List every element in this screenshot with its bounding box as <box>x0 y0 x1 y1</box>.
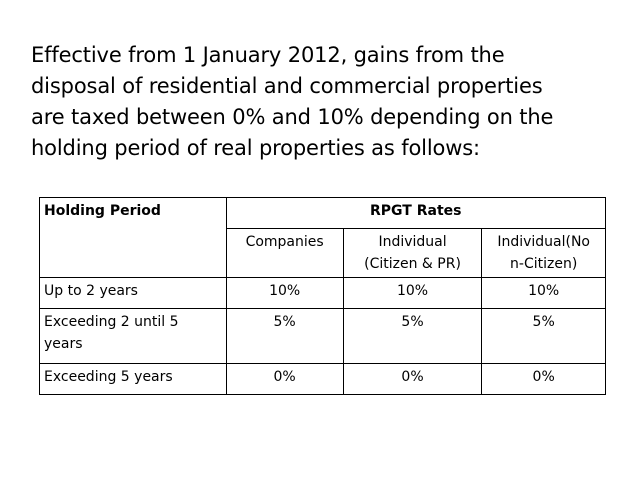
non-citizen-rate-cell: 10% <box>481 277 606 309</box>
companies-rate-cell: 5% <box>225 308 344 364</box>
intro-line: holding period of real properties as fol… <box>31 136 480 160</box>
non-citizen-rate-cell: 5% <box>481 308 606 364</box>
table-header-row: Holding Period RPGT Rates <box>39 197 607 278</box>
individual-non-citizen-header: Individual(No n-Citizen) <box>481 228 606 278</box>
intro-paragraph: Effective from 1 January 2012, gains fro… <box>31 40 631 164</box>
individual-header-line: Individual <box>378 234 447 250</box>
holding-period-header: Holding Period <box>39 197 227 278</box>
rpgt-rates-header: RPGT Rates <box>225 197 607 229</box>
individual-citizen-header: Individual (Citizen & PR) <box>342 228 483 278</box>
individual-header-line: (Citizen & PR) <box>364 256 461 272</box>
holding-period-cell: Exceeding 5 years <box>39 363 227 395</box>
companies-rate-cell: 10% <box>225 277 344 309</box>
holding-period-line: years <box>44 336 83 352</box>
non-citizen-rate-cell: 0% <box>481 363 606 395</box>
holding-period-line: Exceeding 2 until 5 <box>44 314 179 330</box>
non-citizen-header-line: Individual(No <box>497 234 590 250</box>
holding-period-cell: Up to 2 years <box>39 277 227 309</box>
companies-header: Companies <box>225 228 344 278</box>
individual-rate-cell: 0% <box>342 363 483 395</box>
table-row: Exceeding 5 years 0% 0% 0% <box>39 363 606 395</box>
intro-line: are taxed between 0% and 10% depending o… <box>31 105 554 129</box>
intro-line: Effective from 1 January 2012, gains fro… <box>31 43 505 67</box>
companies-rate-cell: 0% <box>225 363 344 395</box>
holding-period-cell: Exceeding 2 until 5 years <box>39 308 227 364</box>
rpgt-rates-table: Holding Period RPGT Rates Companies Indi… <box>39 197 607 395</box>
table-row: Up to 2 years 10% 10% 10% <box>39 277 606 309</box>
individual-rate-cell: 10% <box>342 277 483 309</box>
table-subheader-row: Companies Individual (Citizen & PR) Indi… <box>40 228 606 278</box>
intro-line: disposal of residential and commercial p… <box>31 74 543 98</box>
companies-header-label: Companies <box>245 234 324 250</box>
non-citizen-header-line: n-Citizen) <box>510 256 578 272</box>
individual-rate-cell: 5% <box>342 308 483 364</box>
table-row: Exceeding 2 until 5 years 5% 5% 5% <box>39 308 606 364</box>
